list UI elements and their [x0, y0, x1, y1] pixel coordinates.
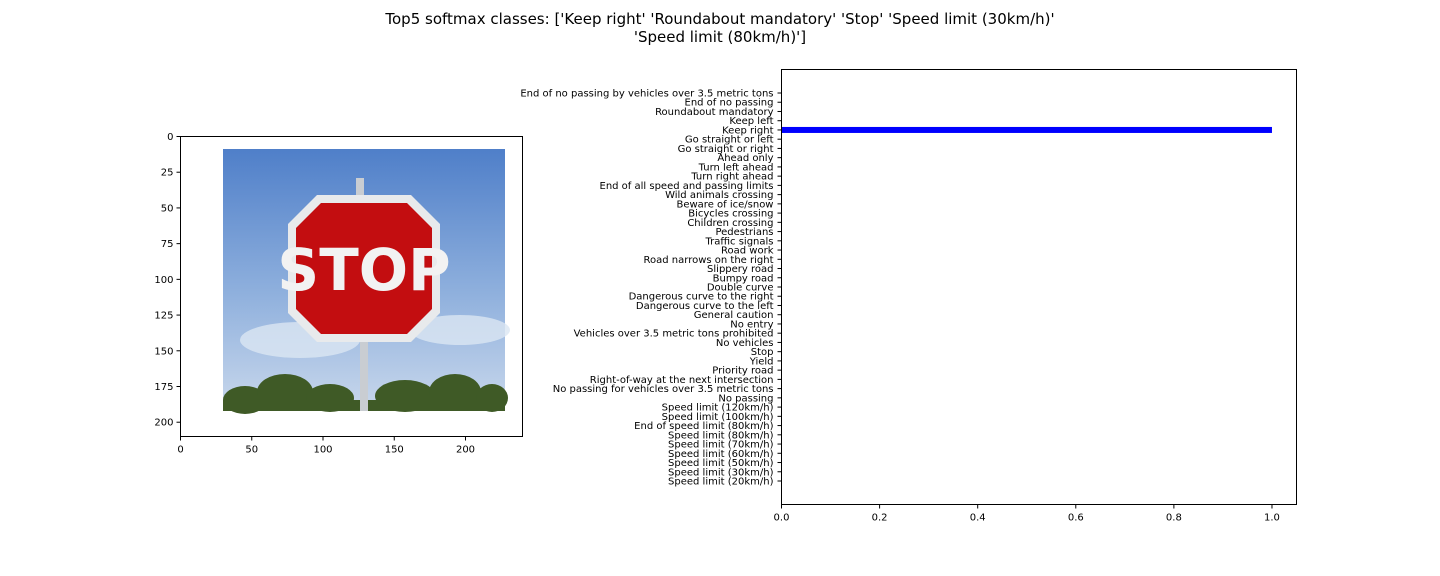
image-x-tick-label: 150: [385, 445, 404, 456]
bar-y-tick-label: Right-of-way at the next intersection: [590, 375, 774, 386]
bar-y-tick-label: Speed limit (20km/h): [668, 477, 774, 488]
bar-y-tick-label: Yield: [749, 356, 774, 367]
bar-x-tick-label: 0.4: [970, 513, 986, 524]
bar-y-tick-label: Dangerous curve to the left: [636, 301, 774, 312]
bar-y-tick-label: Bumpy road: [713, 273, 774, 284]
image-x-axis: 0 50 100 150 200: [177, 436, 475, 456]
bar-y-tick-label: Bicycles crossing: [688, 209, 773, 220]
image-y-tick-label: 75: [161, 239, 174, 250]
bar-y-tick-label: Slippery road: [707, 264, 773, 275]
stop-sign-photo: STOP: [223, 149, 510, 414]
bar-y-tick-label: Priority road: [712, 366, 773, 377]
bar-x-tick-label: 0.8: [1166, 513, 1182, 524]
bar-y-tick-label: Keep left: [729, 116, 773, 127]
figure-title-line-2: 'Speed limit (80km/h)']: [633, 28, 807, 46]
bar-y-tick-label: Keep right: [722, 125, 773, 136]
bar: [781, 126, 1272, 133]
bar-y-tick-label: Speed limit (80km/h): [668, 430, 774, 441]
image-axes-frame: [180, 136, 523, 437]
bar-x-tick-label: 0.0: [774, 513, 790, 524]
bar-y-axis: Speed limit (20km/h)Speed limit (30km/h)…: [520, 89, 782, 488]
bar-y-tick-label: Turn right ahead: [690, 172, 773, 183]
image-y-tick-label: 25: [161, 168, 174, 179]
bar-x-tick-label: 0.2: [872, 513, 888, 524]
image-y-tick-label: 100: [154, 275, 173, 286]
bar-y-tick-label: End of all speed and passing limits: [600, 181, 774, 192]
bar-y-tick-label: Go straight or right: [678, 144, 774, 155]
bar-y-tick-label: Children crossing: [687, 218, 773, 229]
bar-y-tick-label: Speed limit (100km/h): [662, 412, 774, 423]
bar-y-tick-label: Go straight or left: [685, 135, 774, 146]
image-y-tick-label: 50: [161, 203, 174, 214]
sign-text: STOP: [277, 236, 450, 304]
bar-y-tick-label: Turn left ahead: [698, 162, 774, 173]
bar-y-tick-label: Roundabout mandatory: [655, 107, 774, 118]
bar-y-tick-label: End of no passing: [685, 98, 774, 109]
bar-y-tick-label: Beware of ice/snow: [676, 199, 773, 210]
bar-x-tick-label: 1.0: [1264, 513, 1280, 524]
bar-y-tick-label: Speed limit (70km/h): [668, 440, 774, 451]
bar-y-tick-label: Wild animals crossing: [665, 190, 773, 201]
bar-y-tick-label: Road work: [721, 246, 774, 257]
image-x-tick-label: 50: [245, 445, 258, 456]
bar-y-tick-label: End of speed limit (80km/h): [634, 421, 773, 432]
bar-y-tick-label: General caution: [694, 310, 774, 321]
bar-y-tick-label: Ahead only: [717, 153, 773, 164]
bar-y-tick-label: Traffic signals: [704, 236, 773, 247]
bar-y-tick-label: Speed limit (30km/h): [668, 467, 774, 478]
bar-y-tick-label: Vehicles over 3.5 metric tons prohibited: [574, 329, 774, 340]
bar-y-tick-label: No passing for vehicles over 3.5 metric …: [553, 384, 774, 395]
bar-y-tick-label: Speed limit (120km/h): [662, 403, 774, 414]
bar-y-tick-label: End of no passing by vehicles over 3.5 m…: [520, 89, 773, 100]
image-y-axis: 0 25 50 75 100 125 150 175 200: [154, 132, 181, 429]
image-x-tick-label: 200: [456, 445, 475, 456]
bar-y-tick-label: Dangerous curve to the right: [629, 292, 774, 303]
softmax-bar-chart: 0.0 0.2 0.4 0.6 0.8 1.0 Speed limit (20km/h)S…: [520, 69, 1297, 524]
bar-y-tick-label: Road narrows on the right: [644, 255, 774, 266]
bar-y-tick-label: Speed limit (50km/h): [668, 458, 774, 469]
image-subplot: STOP 0 50 100 150 200 0 25 50 75 100 125 150 175 200: [154, 132, 523, 456]
image-y-tick-label: 175: [154, 382, 173, 393]
bar-y-tick-label: Pedestrians: [715, 227, 773, 238]
image-x-tick-label: 100: [313, 445, 332, 456]
bar-y-tick-label: No passing: [718, 393, 773, 404]
bar-x-axis: 0.0 0.2 0.4 0.6 0.8 1.0: [774, 504, 1280, 524]
image-y-tick-label: 0: [167, 132, 173, 143]
bar-y-tick-label: No vehicles: [716, 338, 774, 349]
bar-y-tick-label: No entry: [730, 319, 773, 330]
bar-y-tick-label: Stop: [751, 347, 774, 358]
bar-axes-frame: [781, 69, 1297, 505]
image-y-tick-label: 150: [154, 346, 173, 357]
image-y-tick-label: 125: [154, 311, 173, 322]
figure-title-line-1: Top5 softmax classes: ['Keep right' 'Rou…: [385, 10, 1055, 28]
image-x-tick-label: 0: [177, 445, 183, 456]
bar-y-tick-label: Speed limit (60km/h): [668, 449, 774, 460]
image-y-tick-label: 200: [154, 418, 173, 429]
bar-x-tick-label: 0.6: [1068, 513, 1084, 524]
bar-y-tick-label: Double curve: [707, 283, 774, 294]
